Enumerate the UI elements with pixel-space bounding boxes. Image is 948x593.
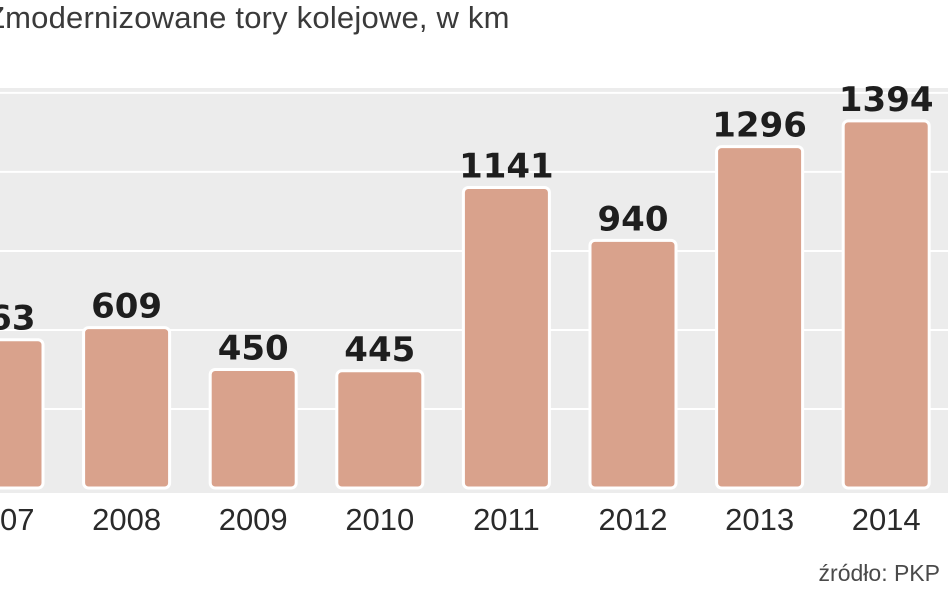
x-tick-label-2010: 2010 (345, 502, 414, 537)
bar-2007 (0, 338, 45, 490)
bar-2010 (335, 369, 425, 490)
chart-title: Zmodernizowane tory kolejowe, w km (0, 0, 510, 35)
x-tick-label-2011: 2011 (473, 502, 540, 537)
x-tick-label-2013: 2013 (725, 502, 794, 537)
x-tick-label-2009: 2009 (219, 502, 288, 537)
x-tick-label-2007: 2007 (0, 502, 34, 537)
value-label-2010: 445 (344, 330, 415, 370)
x-tick-label-2012: 2012 (599, 502, 668, 537)
bar-2011 (461, 185, 551, 490)
bar-2013 (715, 145, 805, 490)
value-label-2013: 1296 (712, 106, 807, 146)
x-tick-label-2014: 2014 (852, 502, 921, 537)
source-note: źródło: PKP (818, 560, 940, 586)
value-label-2009: 450 (218, 328, 289, 368)
bar-2012 (588, 238, 678, 490)
x-tick-label-2008: 2008 (92, 502, 161, 537)
bar-2014 (841, 119, 931, 490)
bar-2009 (208, 367, 298, 490)
bar-2008 (82, 326, 172, 490)
value-label-2014: 1394 (839, 80, 934, 120)
value-label-2012: 940 (598, 199, 669, 239)
value-label-2008: 609 (91, 287, 162, 327)
value-label-2007: 563 (0, 299, 35, 339)
value-label-2011: 1141 (459, 146, 554, 186)
